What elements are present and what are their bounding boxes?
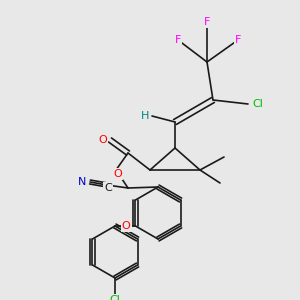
Text: O: O bbox=[114, 169, 122, 179]
Text: F: F bbox=[235, 35, 241, 45]
Text: O: O bbox=[98, 135, 107, 145]
Text: O: O bbox=[122, 221, 130, 231]
Text: N: N bbox=[78, 177, 86, 187]
Text: H: H bbox=[141, 111, 149, 121]
Text: Cl: Cl bbox=[252, 99, 263, 109]
Text: Cl: Cl bbox=[110, 295, 120, 300]
Text: F: F bbox=[175, 35, 181, 45]
Text: F: F bbox=[204, 17, 210, 27]
Text: C: C bbox=[104, 183, 112, 193]
